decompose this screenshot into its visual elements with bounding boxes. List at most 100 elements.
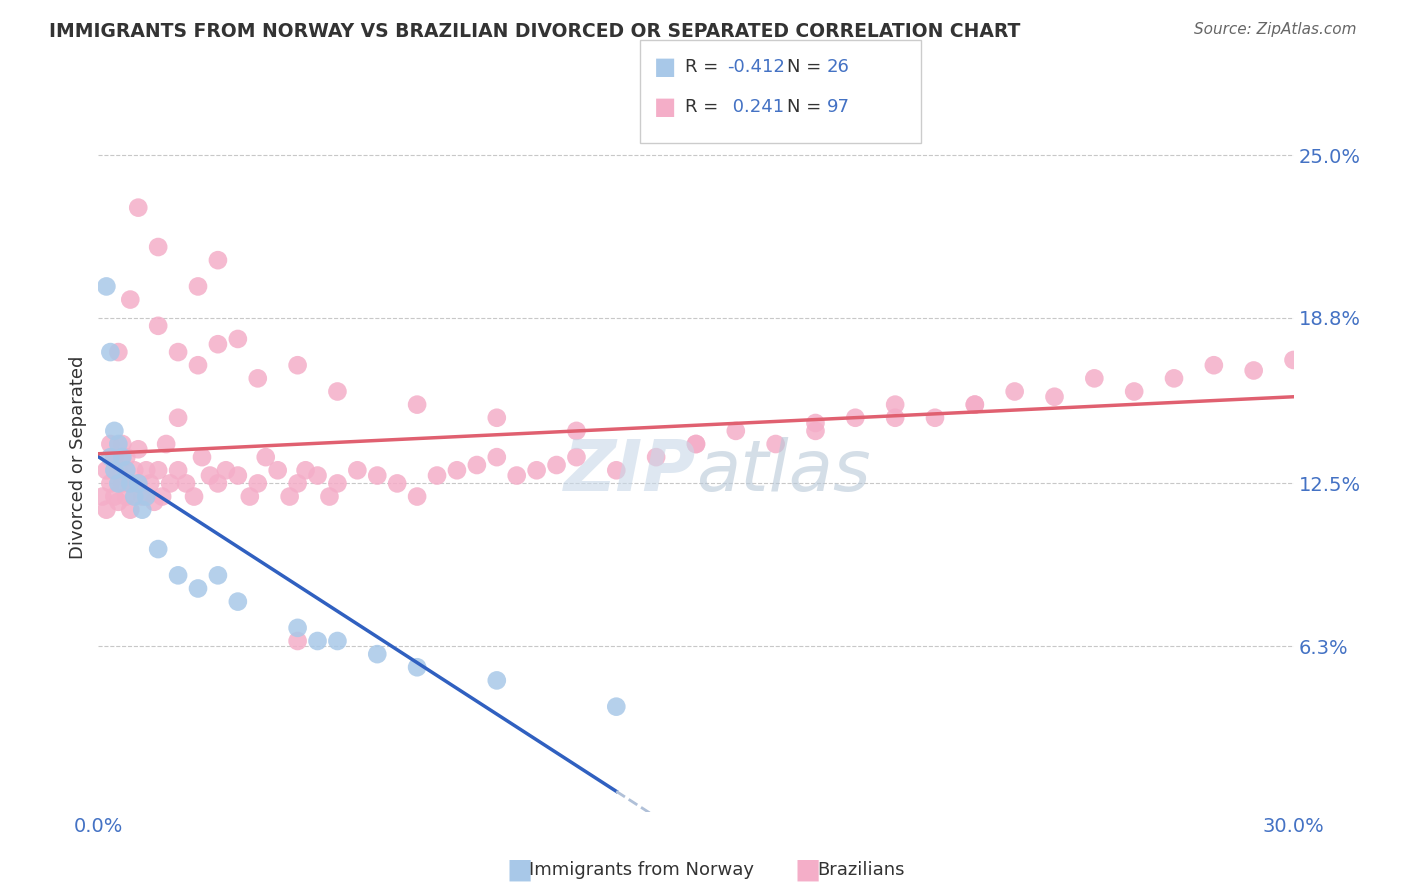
Point: [318, 490, 340, 504]
Point: [120, 476, 142, 491]
Point: [1004, 384, 1026, 399]
Point: [98, 476, 122, 491]
Point: [287, 358, 309, 372]
Point: [191, 450, 214, 465]
Point: [187, 279, 209, 293]
Point: [167, 568, 190, 582]
Point: [198, 468, 221, 483]
Point: [326, 476, 349, 491]
Point: [103, 463, 125, 477]
Text: ■: ■: [654, 95, 676, 119]
Point: [1043, 390, 1066, 404]
Text: 26: 26: [827, 58, 849, 76]
Point: [485, 673, 508, 688]
Point: [366, 647, 388, 661]
Point: [187, 358, 209, 372]
Point: [294, 463, 316, 477]
Point: [115, 450, 138, 465]
Point: [326, 384, 349, 399]
Text: 97: 97: [827, 98, 849, 116]
Point: [131, 502, 153, 516]
Point: [254, 450, 277, 465]
Point: [150, 490, 173, 504]
Point: [183, 490, 205, 504]
Point: [159, 476, 181, 491]
Point: [120, 502, 142, 516]
Point: [287, 476, 309, 491]
Text: -0.412: -0.412: [727, 58, 785, 76]
Point: [724, 424, 747, 438]
Point: [884, 398, 907, 412]
Point: [1243, 363, 1265, 377]
Point: [1123, 384, 1146, 399]
Point: [605, 699, 627, 714]
Point: [107, 476, 129, 491]
Point: [111, 450, 134, 465]
Point: [565, 424, 588, 438]
Point: [446, 463, 468, 477]
Point: [1282, 353, 1305, 368]
Point: [963, 398, 986, 412]
Point: [207, 253, 229, 268]
Text: ■: ■: [794, 855, 821, 884]
Point: [207, 568, 229, 582]
Point: [239, 490, 262, 504]
Point: [103, 490, 125, 504]
Point: [127, 476, 149, 491]
Point: [124, 463, 146, 477]
Point: [963, 398, 986, 412]
Text: Immigrants from Norway: Immigrants from Norway: [529, 861, 754, 879]
Text: ZIP: ZIP: [564, 437, 696, 506]
Text: 0.241: 0.241: [727, 98, 785, 116]
Point: [111, 437, 134, 451]
Point: [307, 634, 329, 648]
Point: [267, 463, 290, 477]
Point: [207, 337, 229, 351]
Point: [226, 332, 249, 346]
Point: [139, 476, 162, 491]
Point: [143, 495, 166, 509]
Point: [91, 490, 114, 504]
Point: [98, 450, 122, 465]
Point: [215, 463, 238, 477]
Point: [924, 410, 946, 425]
Point: [98, 345, 122, 359]
Text: ■: ■: [506, 855, 533, 884]
Point: [1163, 371, 1185, 385]
Point: [278, 490, 301, 504]
Point: [526, 463, 548, 477]
Point: [103, 424, 125, 438]
Point: [148, 463, 170, 477]
Point: [103, 450, 125, 465]
Y-axis label: Divorced or Separated: Divorced or Separated: [69, 356, 87, 558]
Point: [844, 410, 866, 425]
Point: [406, 660, 429, 674]
Point: [645, 450, 668, 465]
Point: [226, 468, 249, 483]
Point: [685, 437, 707, 451]
Point: [148, 542, 170, 557]
Text: R =: R =: [685, 58, 724, 76]
Text: Source: ZipAtlas.com: Source: ZipAtlas.com: [1194, 22, 1357, 37]
Point: [307, 468, 329, 483]
Point: [120, 293, 142, 307]
Point: [506, 468, 529, 483]
Point: [565, 450, 588, 465]
Point: [406, 398, 429, 412]
Point: [485, 410, 508, 425]
Point: [174, 476, 197, 491]
Point: [98, 437, 122, 451]
Point: [131, 490, 153, 504]
Point: [346, 463, 368, 477]
Point: [127, 442, 149, 457]
Point: [485, 450, 508, 465]
Point: [135, 490, 157, 504]
Point: [246, 371, 269, 385]
Point: [546, 458, 568, 472]
Point: [155, 437, 177, 451]
Point: [187, 582, 209, 596]
Point: [127, 476, 149, 491]
Point: [426, 468, 449, 483]
Point: [326, 634, 349, 648]
Point: [804, 416, 827, 430]
